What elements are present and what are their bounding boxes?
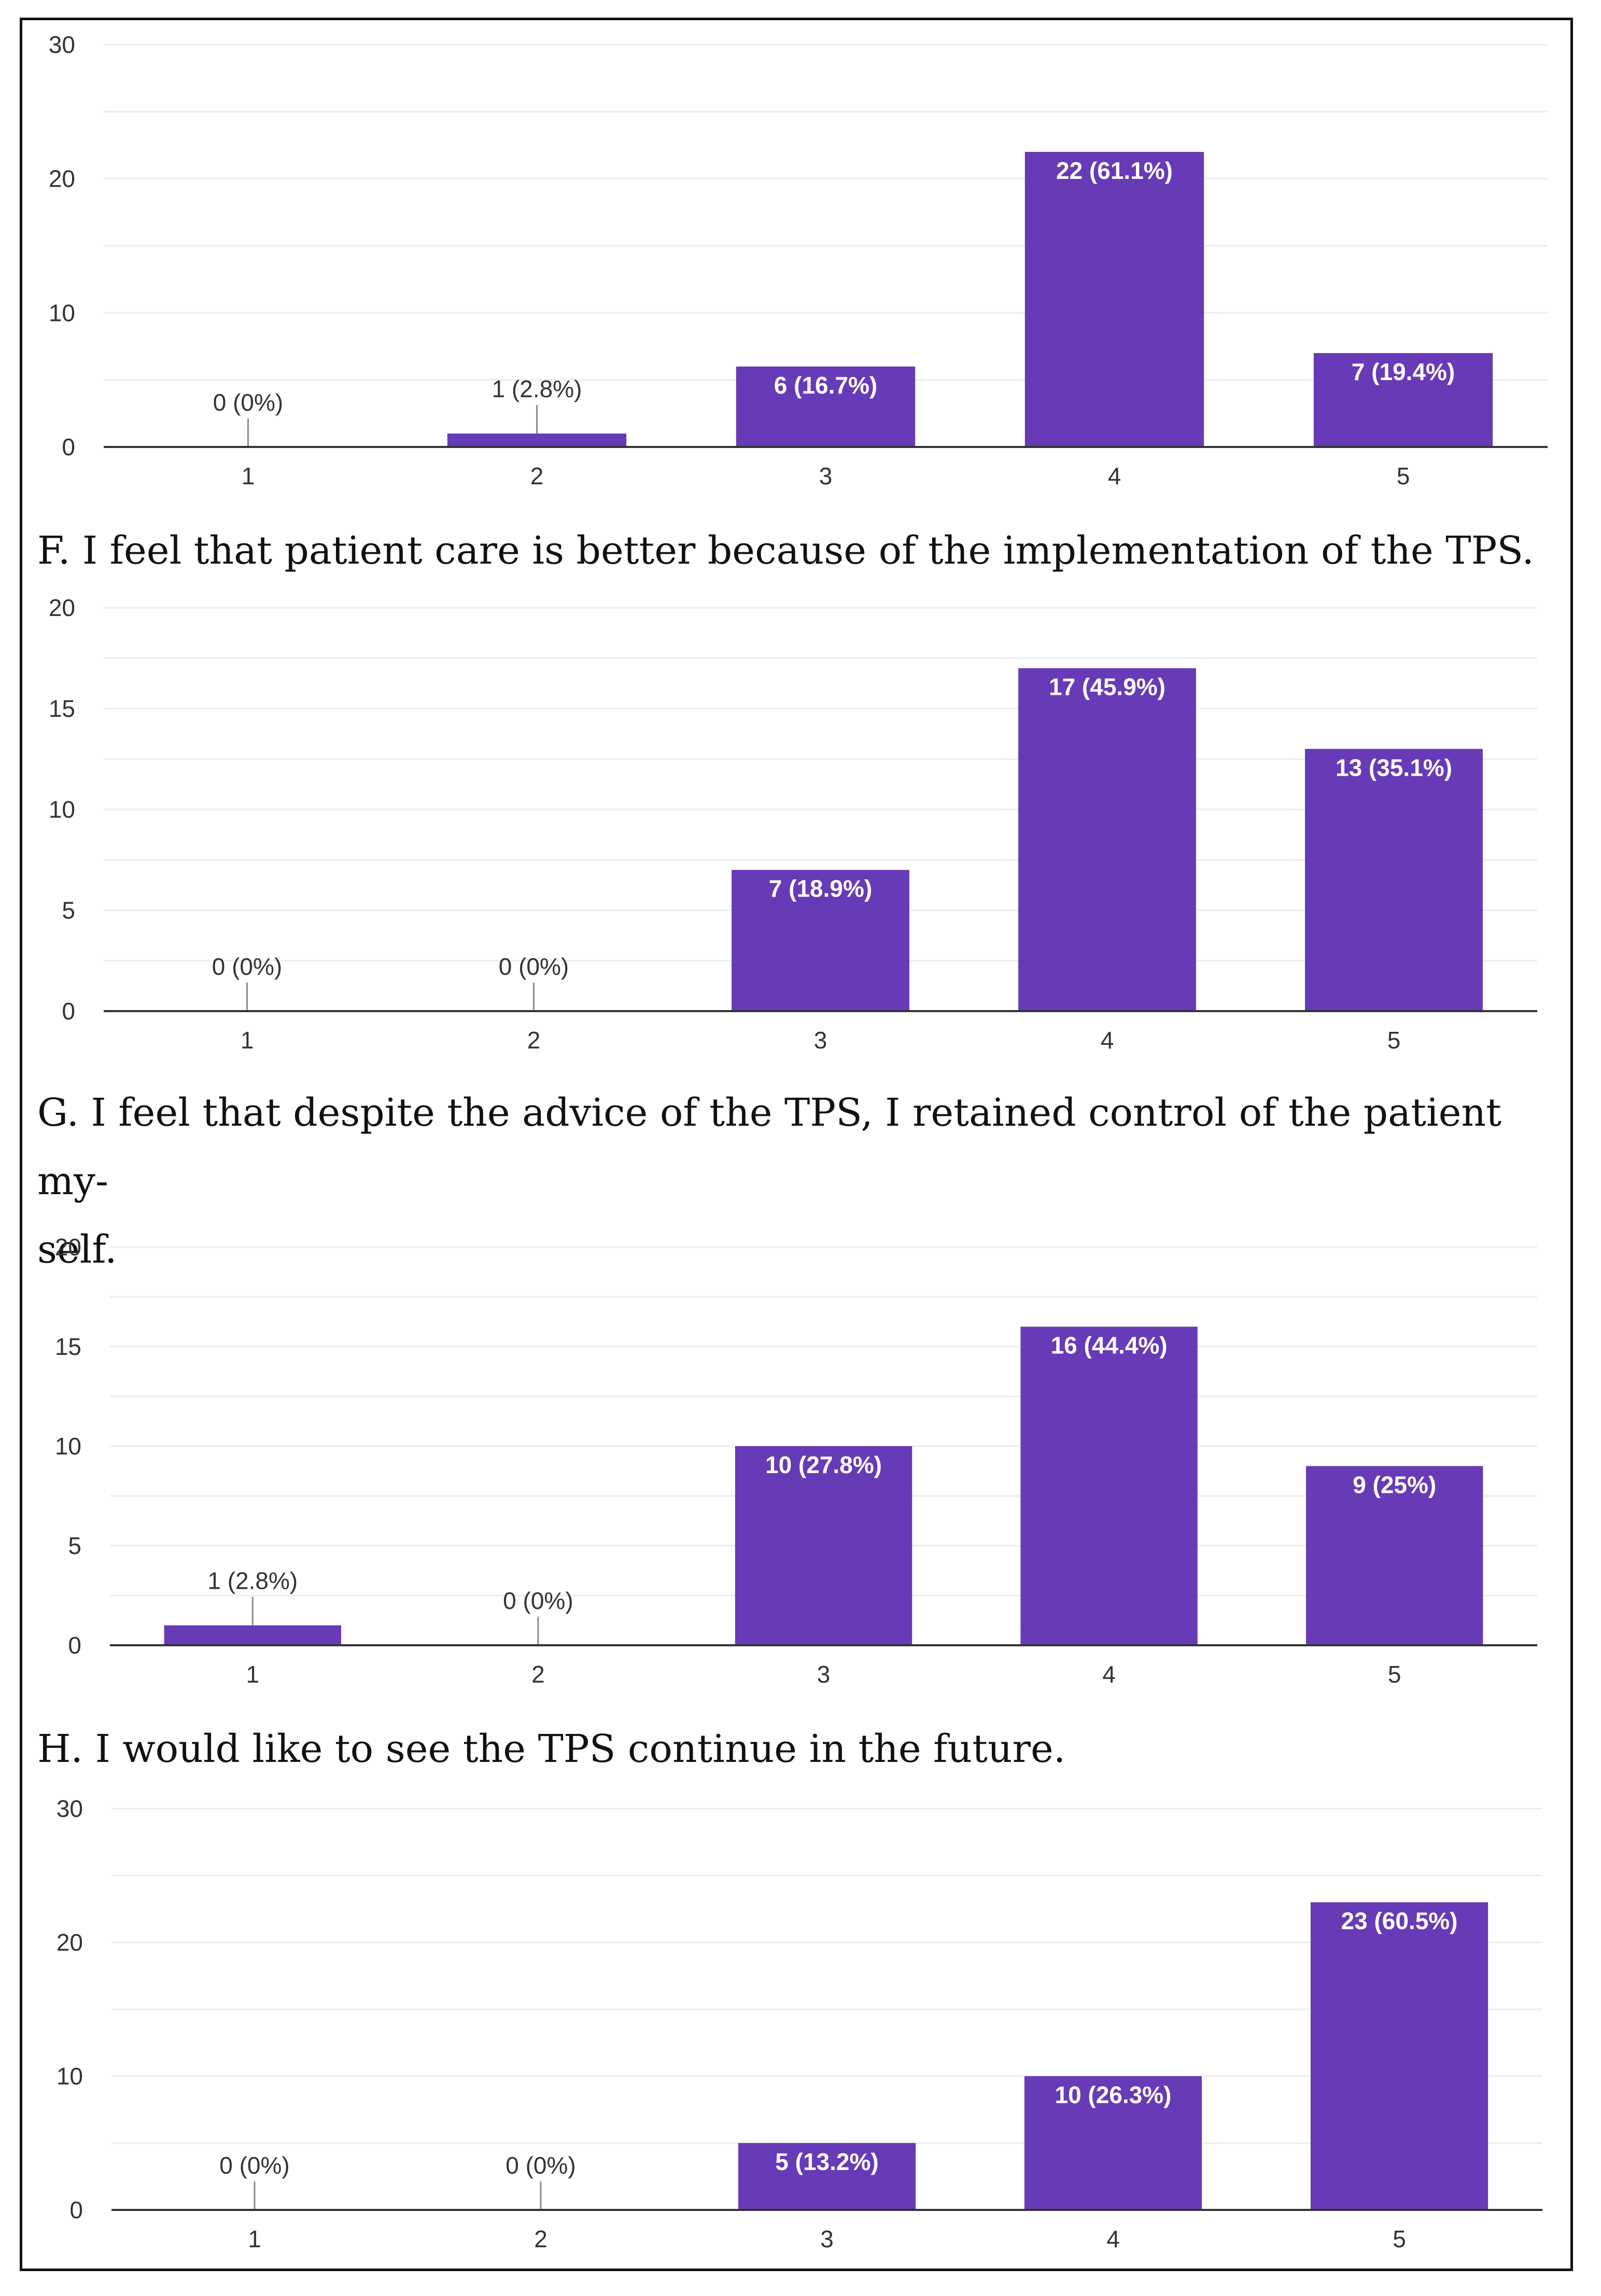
chart-e: 0 10 20 30 0 (0%) 1 1 (2.8%) 2 6 (16.7%) 3 22 (61.…	[49, 31, 1548, 489]
x-tick-label: 3	[817, 1661, 831, 1688]
bar	[1024, 2076, 1202, 2210]
y-tick-label: 0	[69, 2196, 83, 2223]
y-tick-label: 20	[49, 594, 75, 621]
data-label: 17 (45.9%)	[1049, 674, 1165, 701]
bar	[1305, 749, 1483, 1011]
data-label: 0 (0%)	[499, 953, 569, 980]
x-tick-label: 3	[814, 1027, 827, 1054]
data-label: 22 (61.1%)	[1056, 157, 1173, 184]
y-tick-label: 0	[68, 1632, 81, 1659]
bar	[1310, 1902, 1488, 2210]
x-tick-label: 2	[534, 2225, 547, 2252]
x-tick-label: 4	[1106, 2225, 1120, 2252]
x-tick-label: 5	[1387, 1027, 1401, 1054]
x-tick-label: 1	[248, 2225, 261, 2252]
data-label: 0 (0%)	[213, 389, 283, 416]
x-tick-label: 5	[1397, 463, 1410, 489]
caption-g: G. I feel that despite the advice of the…	[37, 1090, 1501, 1272]
bar	[738, 2143, 916, 2210]
bar	[1024, 151, 1204, 447]
x-tick-label: 1	[241, 1027, 254, 1054]
bar	[1306, 1466, 1483, 1645]
data-label: 10 (27.8%)	[765, 1451, 882, 1478]
y-tick-label: 5	[68, 1532, 81, 1559]
y-tick-label: 20	[57, 1929, 83, 1956]
x-tick-label: 3	[820, 2225, 834, 2252]
x-tick-label: 2	[531, 1661, 545, 1688]
data-label: 0 (0%)	[505, 2152, 575, 2179]
x-tick-label: 2	[530, 463, 544, 489]
bar	[735, 1446, 912, 1645]
x-tick-label: 4	[1108, 463, 1121, 489]
data-label: 0 (0%)	[212, 953, 282, 980]
y-tick-label: 15	[49, 695, 75, 722]
y-tick-label: 0	[62, 433, 75, 460]
y-tick-label: 30	[57, 1795, 83, 1822]
x-tick-label: 3	[819, 463, 833, 489]
x-tick-label: 5	[1393, 2225, 1406, 2252]
y-tick-label: 5	[62, 897, 75, 924]
data-label: 16 (44.4%)	[1051, 1332, 1168, 1359]
y-tick-label: 10	[49, 299, 75, 326]
y-tick-label: 10	[55, 1433, 81, 1460]
y-tick-label: 10	[57, 2063, 83, 2090]
caption-f: F. I feel that patient care is better be…	[37, 528, 1534, 573]
data-label: 1 (2.8%)	[207, 1567, 298, 1594]
x-tick-label: 5	[1388, 1661, 1401, 1688]
y-tick-label: 0	[62, 998, 75, 1025]
data-label: 9 (25%)	[1353, 1471, 1436, 1498]
bar	[164, 1625, 341, 1645]
bar	[736, 366, 916, 447]
y-tick-label: 20	[49, 165, 75, 192]
data-label: 0 (0%)	[503, 1587, 573, 1614]
bar	[1020, 1326, 1198, 1645]
chart-h: 0 10 20 30 0 (0%) 1 0 (0%) 2 5 (13.2%) 3 10 (26.3%…	[57, 1795, 1542, 2252]
y-tick-label: 30	[49, 31, 75, 58]
bar	[1018, 668, 1196, 1011]
bar	[732, 870, 909, 1011]
chart-g: 0 5 10 15 20 1 (2.8%) 1 0 (0%) 2 10 (27.8%) 3 16 (4…	[55, 1234, 1537, 1688]
data-label: 23 (60.5%)	[1341, 1908, 1457, 1935]
x-tick-label: 4	[1102, 1661, 1116, 1688]
data-label: 5 (13.2%)	[775, 2148, 878, 2175]
caption-h: H. I would like to see the TPS continue …	[37, 1727, 1066, 1771]
data-label: 7 (18.9%)	[769, 875, 872, 902]
x-tick-label: 2	[527, 1027, 541, 1054]
y-tick-label: 10	[49, 796, 75, 823]
data-label: 1 (2.8%)	[492, 375, 582, 402]
y-tick-label: 20	[55, 1234, 81, 1261]
x-tick-label: 1	[242, 463, 255, 489]
data-label: 13 (35.1%)	[1336, 754, 1452, 781]
data-label: 10 (26.3%)	[1055, 2081, 1171, 2108]
bar	[447, 433, 627, 447]
data-label: 6 (16.7%)	[774, 372, 877, 399]
chart-f: 0 5 10 15 20 0 (0%) 1 0 (0%) 2 7 (18.9%) 3 17 (45.9…	[49, 594, 1537, 1054]
x-tick-label: 4	[1101, 1027, 1114, 1054]
data-label: 7 (19.4%)	[1352, 358, 1455, 385]
bar	[1313, 353, 1493, 447]
data-label: 0 (0%)	[219, 2152, 289, 2179]
y-tick-label: 15	[55, 1333, 81, 1360]
x-tick-label: 1	[246, 1661, 260, 1688]
